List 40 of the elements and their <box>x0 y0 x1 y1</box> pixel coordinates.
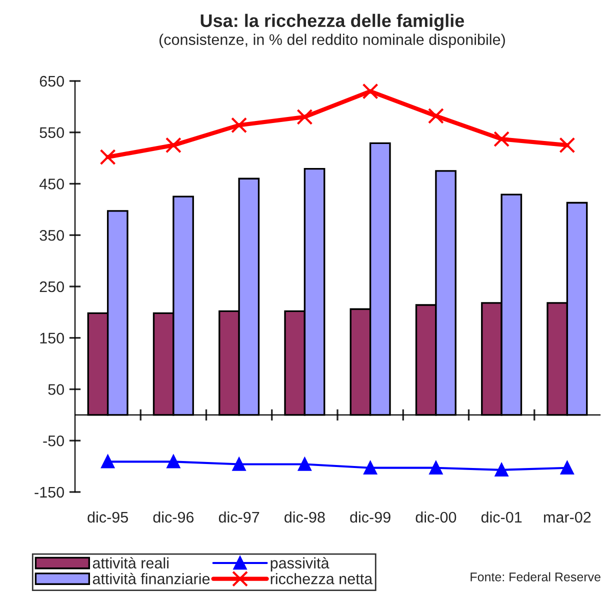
point <box>364 461 377 474</box>
point <box>494 131 510 148</box>
y-tick-label: -50 <box>43 435 64 446</box>
x-tick-label: dic-95 <box>88 511 128 523</box>
x-tick-label: mar-02 <box>544 512 591 523</box>
point <box>298 458 312 471</box>
legend-label: ricchezza netta <box>270 573 373 584</box>
legend-label: attività finanziarie <box>92 572 210 584</box>
legend-label: passività <box>270 557 330 572</box>
chart-title: Usa: la ricchezza delle famiglie <box>200 14 464 31</box>
chart-subtitle: (consistenze, in % del reddito nominale disponibile) <box>159 34 505 48</box>
point <box>429 461 443 474</box>
y-tick-label: 450 <box>39 178 64 190</box>
point <box>101 455 114 468</box>
y-tick-label: 650 <box>40 76 64 87</box>
x-tick-label: dic-99 <box>350 511 390 523</box>
point <box>362 83 378 100</box>
y-tick-label: 350 <box>40 230 64 241</box>
point <box>296 108 313 125</box>
point <box>494 463 508 477</box>
x-tick-label: dic-97 <box>218 511 260 523</box>
x-tick-label: dic-01 <box>481 511 522 523</box>
y-tick-label: 50 <box>48 384 64 395</box>
point <box>232 458 246 471</box>
x-tick-label: dic-96 <box>153 511 194 523</box>
point <box>100 149 116 166</box>
x-tick-label: dic-98 <box>284 511 325 523</box>
legend-label: attività reali <box>92 557 168 569</box>
source-note: Fonte: Federal Reserve <box>470 572 600 582</box>
point <box>165 137 182 154</box>
y-tick-label: 250 <box>40 281 64 292</box>
y-tick-label: 550 <box>40 127 64 138</box>
x-tick-label: dic-00 <box>416 511 456 523</box>
point <box>166 455 180 468</box>
point <box>428 108 444 124</box>
point <box>559 137 576 154</box>
y-tick-label: -150 <box>34 486 64 498</box>
point <box>560 461 574 474</box>
y-tick-label: 150 <box>40 332 64 344</box>
point <box>231 117 248 134</box>
